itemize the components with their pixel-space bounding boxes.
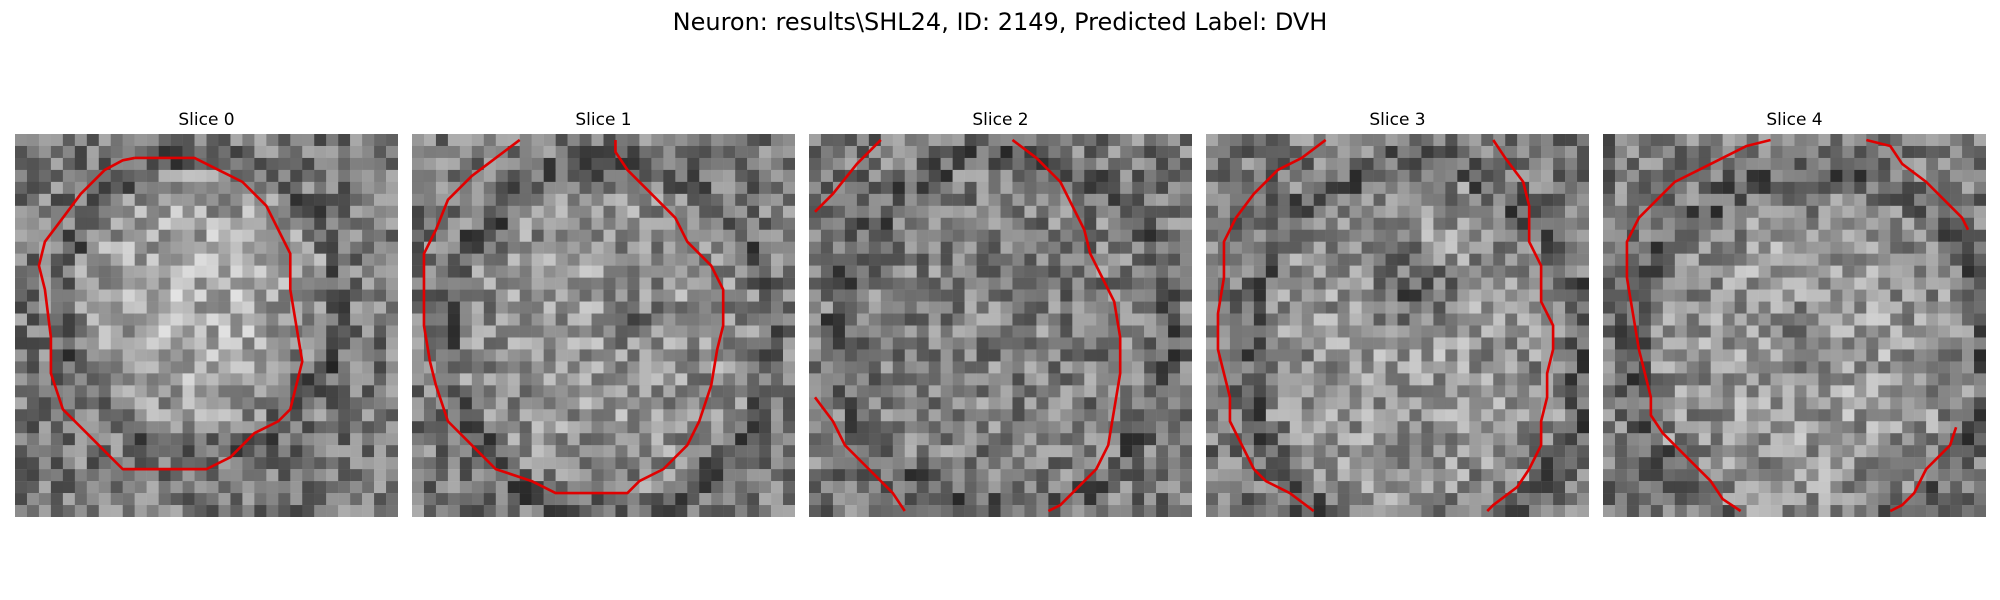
slice-panel-3: Slice 3 (1206, 108, 1589, 517)
contour-line-0-0 (37, 156, 304, 471)
contour-line-1-0 (422, 138, 725, 495)
contour-line-3-1 (1486, 139, 1555, 512)
slice-image-1 (412, 134, 795, 517)
slice-panel-1: Slice 1 (412, 108, 795, 517)
contour-line-4-1 (1865, 138, 1970, 231)
figure-title: Neuron: results\SHL24, ID: 2149, Predict… (672, 8, 1328, 36)
slice-title-3: Slice 3 (1369, 110, 1426, 130)
slice-image-4 (1603, 134, 1986, 517)
contour-line-4-2 (1889, 426, 1958, 513)
contour-line-4-0 (1625, 138, 1771, 513)
slice-image-3 (1206, 134, 1589, 517)
slice-title-0: Slice 0 (178, 110, 235, 130)
contour-line-2-2 (813, 396, 906, 512)
slice-image-2 (809, 134, 1192, 517)
slice-title-4: Slice 4 (1766, 110, 1823, 130)
slice-panel-4: Slice 4 (1603, 108, 1986, 517)
slice-title-1: Slice 1 (575, 110, 632, 130)
contour-line-2-1 (1011, 138, 1122, 513)
slice-image-0 (15, 134, 398, 517)
contour-line-2-0 (814, 139, 882, 213)
contour-line-3-0 (1216, 138, 1327, 513)
slice-panel-0: Slice 0 (15, 108, 398, 517)
slice-panel-2: Slice 2 (809, 108, 1192, 517)
slice-title-2: Slice 2 (972, 110, 1029, 130)
